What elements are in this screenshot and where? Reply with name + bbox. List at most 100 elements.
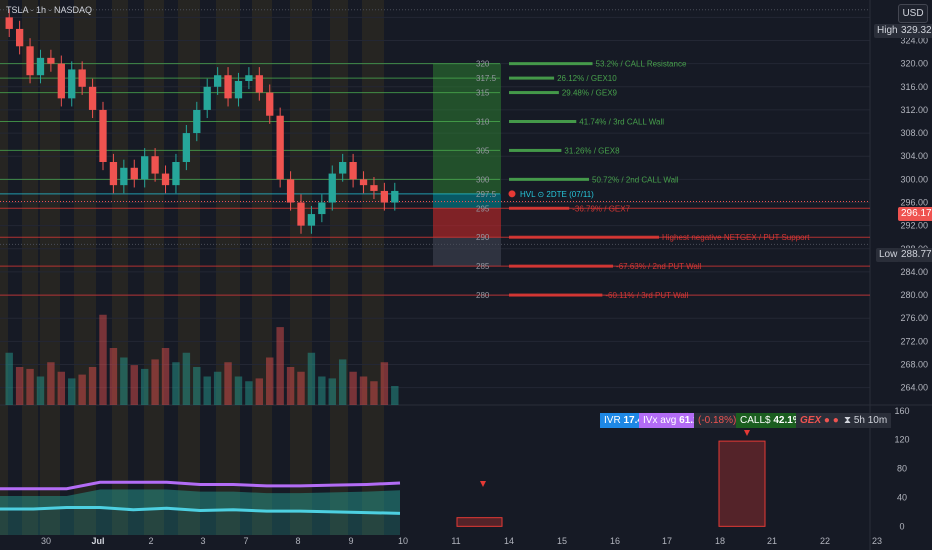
volume-bar xyxy=(380,362,389,405)
level-label: 300 xyxy=(476,175,490,184)
level-label: 295 xyxy=(476,204,490,213)
candle xyxy=(68,69,76,99)
calls-box[interactable]: CALL$ 42.1% xyxy=(736,413,806,428)
ivx-box[interactable]: IVx avg 61.1 xyxy=(639,413,703,428)
gex-bar xyxy=(509,177,590,181)
gex-bar xyxy=(509,120,577,123)
volume-bar xyxy=(57,371,66,405)
candle xyxy=(172,162,180,186)
session-band xyxy=(22,0,38,535)
session-band xyxy=(290,0,312,535)
candle xyxy=(5,17,13,29)
volume-bar xyxy=(88,367,97,405)
calls-value: 42.1% xyxy=(773,415,802,426)
level-label: 297.5 xyxy=(476,190,497,199)
x-tick-label: 17 xyxy=(662,536,672,546)
volume-bar xyxy=(276,327,284,405)
timer-box[interactable]: ⧗ 5h 10m xyxy=(840,413,892,428)
session-band xyxy=(74,0,96,535)
expiry-marker-icon xyxy=(480,481,486,487)
volume-bar xyxy=(266,357,274,405)
gex-label: 26.12% / GEX10 xyxy=(557,74,617,83)
sub-y-tick-label: 160 xyxy=(894,406,909,416)
volume-bar xyxy=(255,378,264,405)
x-tick-label: 23 xyxy=(872,536,882,546)
gex-dot-icon: ● xyxy=(832,415,839,426)
candle xyxy=(120,167,128,186)
candle xyxy=(130,167,138,180)
ivx-label: IVx avg xyxy=(643,415,677,426)
candle xyxy=(78,69,86,87)
x-tick-label: 15 xyxy=(557,536,567,546)
candle xyxy=(307,214,316,226)
gex-label: 50.72% / 2nd CALL Wall xyxy=(592,175,679,184)
y-tick-label: 308.00 xyxy=(900,128,928,138)
candle xyxy=(224,75,232,99)
gex-bar xyxy=(509,206,570,210)
y-tick-label: 304.00 xyxy=(900,151,928,161)
volume-bar xyxy=(120,357,128,405)
candle xyxy=(380,190,389,203)
gex-label: -36.79% / GEX7 xyxy=(572,204,630,213)
volume-bar xyxy=(68,378,76,405)
call-zone xyxy=(433,63,501,194)
session-band xyxy=(178,0,200,535)
neutral-zone xyxy=(433,237,501,267)
hourglass-icon: ⧗ xyxy=(844,415,852,426)
level-label: 310 xyxy=(476,118,490,127)
gex-label: Highest negative NETGEX / PUT Support xyxy=(662,233,810,242)
sub-y-tick-label: 0 xyxy=(899,521,904,531)
y-tick-label: 268.00 xyxy=(900,360,928,370)
low-badge-value: 288.77 xyxy=(898,248,932,262)
candle xyxy=(370,185,378,191)
volume-bar xyxy=(391,386,399,405)
low-badge-label: Low xyxy=(876,248,901,262)
volume-bar xyxy=(161,348,170,405)
candle xyxy=(339,162,347,174)
symbol-title[interactable]: TSLA · 1h · NASDAQ xyxy=(6,5,93,15)
x-tick-label: 10 xyxy=(398,536,408,546)
level-label: 285 xyxy=(476,262,490,271)
volume-bar xyxy=(15,367,24,405)
sub-y-tick-label: 80 xyxy=(897,464,907,474)
candle xyxy=(318,202,326,215)
candle xyxy=(266,92,274,116)
session-band xyxy=(362,0,384,535)
session-band xyxy=(0,0,8,535)
ivr-box[interactable]: IVR 17.4 xyxy=(600,413,647,428)
gex-bar xyxy=(509,293,603,297)
volume-bar xyxy=(182,352,191,405)
x-tick-label: 8 xyxy=(295,536,300,546)
candle xyxy=(26,46,34,76)
sub-y-tick-label: 40 xyxy=(897,492,907,502)
y-tick-label: 312.00 xyxy=(900,105,928,115)
gex-box[interactable]: GEX ● ● xyxy=(796,413,843,428)
hvl-dot-icon xyxy=(508,190,516,198)
expiry-marker-icon xyxy=(744,430,750,436)
currency-button[interactable]: USD xyxy=(898,4,928,23)
candle xyxy=(276,115,284,180)
candle xyxy=(109,162,118,186)
candle xyxy=(141,156,149,180)
y-tick-label: 280.00 xyxy=(900,290,928,300)
volume-bar xyxy=(245,381,253,405)
gex-label: 31.26% / GEX8 xyxy=(564,146,620,155)
current-price-badge: 296.17 xyxy=(898,207,932,221)
level-label: 290 xyxy=(476,233,490,242)
volume-bar xyxy=(99,314,107,405)
x-tick-label: 2 xyxy=(148,536,153,546)
candle xyxy=(286,179,295,203)
gex-bar xyxy=(509,148,562,152)
change-box[interactable]: (-0.18%) xyxy=(694,413,741,428)
expiry-box xyxy=(456,517,503,527)
calls-label: CALL$ xyxy=(740,415,771,426)
volume-bar xyxy=(109,348,118,405)
candle xyxy=(36,57,45,76)
candle xyxy=(47,57,55,64)
candle xyxy=(161,173,170,186)
gex-bar xyxy=(509,264,614,268)
iv-line xyxy=(0,506,401,515)
candle xyxy=(234,81,243,99)
gex-bar xyxy=(509,235,659,239)
